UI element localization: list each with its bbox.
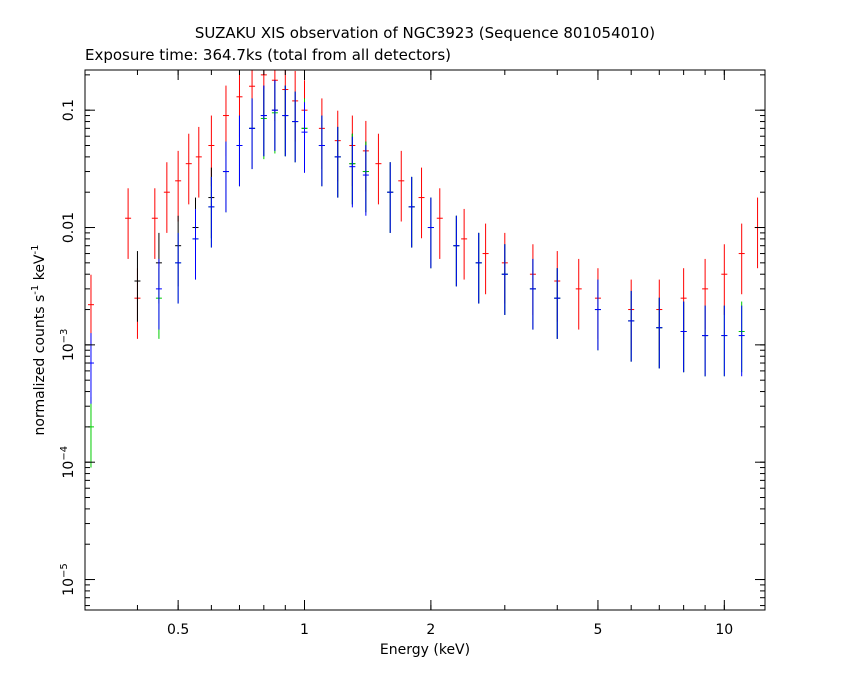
data-point (475, 232, 482, 304)
y-axis-label: normalized counts s-1 keV-1 (30, 245, 48, 436)
data-point (249, 98, 256, 170)
data-point (594, 279, 601, 351)
tick-layer: 0.5 1 2 5 10 0.1 0.01 10−3 10−4 10−5 (59, 70, 765, 638)
data-point (738, 223, 745, 295)
data-point (702, 305, 709, 377)
data-point (680, 301, 687, 373)
data-point (461, 208, 468, 280)
data-point (208, 176, 215, 248)
data-point (754, 197, 761, 269)
data-point (738, 305, 745, 377)
x-tick-label: 5 (593, 622, 602, 638)
data-point (222, 141, 229, 213)
data-point (87, 333, 94, 404)
data-point (271, 80, 278, 151)
data-point (529, 258, 536, 330)
y-tick-label: 10−4 (59, 446, 77, 479)
data-point (482, 223, 489, 295)
x-axis-label: Energy (keV) (380, 642, 470, 658)
plot-frame (84, 69, 766, 611)
data-point (501, 244, 508, 315)
data-point (125, 188, 132, 259)
data-point (554, 268, 561, 339)
y-tick-label: 0.01 (61, 212, 77, 243)
data-point (349, 136, 356, 208)
data-point (87, 396, 94, 468)
data-point (427, 197, 434, 269)
y-axis-label-main: normalized counts s (32, 295, 48, 436)
chart-title: SUZAKU XIS observation of NGC3923 (Seque… (195, 24, 655, 42)
data-point (318, 115, 325, 187)
data-point (134, 251, 141, 322)
data-point (301, 102, 308, 173)
x-tick-label: 1 (300, 622, 309, 638)
data-point (398, 150, 405, 222)
y-axis-label-exp2: -1 (30, 245, 41, 255)
data-point (334, 126, 341, 198)
data-point (436, 188, 443, 259)
data-point (155, 258, 162, 330)
y-tick-label: 10−5 (59, 563, 77, 596)
data-point (628, 290, 635, 362)
y-tick-label: 10−3 (59, 329, 77, 362)
x-tick-label: 10 (715, 622, 733, 638)
data-layer (87, 70, 761, 468)
data-point (721, 244, 728, 315)
x-tick-label: 0.5 (167, 622, 189, 638)
data-point (282, 85, 289, 157)
data-point (195, 126, 202, 198)
data-point (151, 188, 158, 259)
data-point (387, 162, 394, 233)
data-point (453, 215, 460, 287)
data-point (175, 232, 182, 304)
data-point (192, 208, 199, 280)
y-axis-label-mid: keV (32, 254, 48, 285)
chart-subtitle: Exposure time: 364.7ks (total from all d… (85, 46, 451, 64)
data-point (362, 145, 369, 216)
data-point (656, 297, 663, 369)
data-point (418, 167, 425, 239)
y-axis-label-exp1: -1 (30, 285, 41, 295)
data-point (721, 305, 728, 377)
x-tick-label: 2 (426, 622, 435, 638)
data-point (408, 176, 415, 248)
data-point (292, 91, 299, 163)
data-point (575, 258, 582, 330)
data-point (375, 133, 382, 205)
data-point (175, 150, 182, 222)
data-point (163, 162, 170, 233)
data-point (260, 85, 267, 157)
data-point (236, 115, 243, 187)
y-tick-label: 0.1 (61, 99, 77, 121)
data-point (185, 133, 192, 205)
